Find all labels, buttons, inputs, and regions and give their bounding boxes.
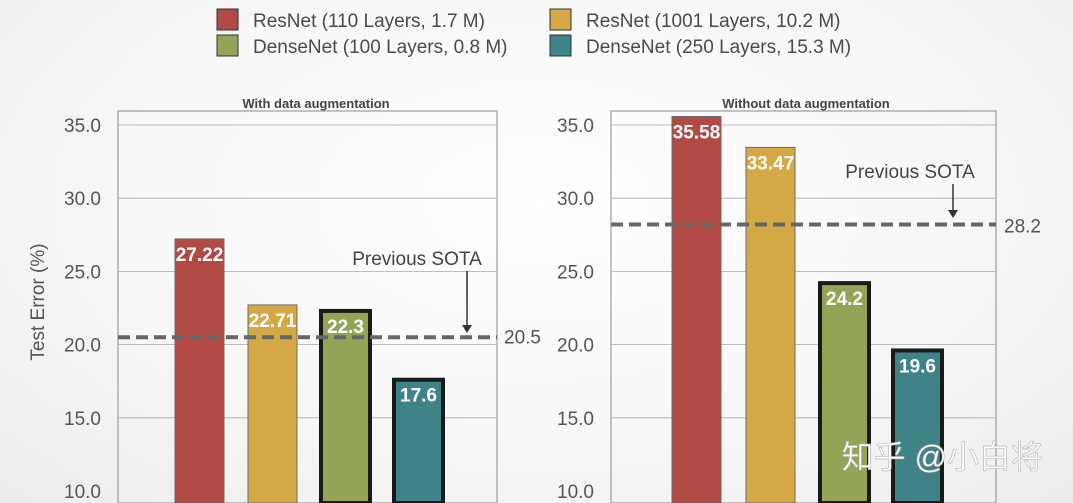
bar: [247, 304, 298, 503]
chart-title: With data augmentation: [242, 96, 389, 111]
y-tick-label: 30.0: [64, 189, 101, 210]
legend-swatch: [549, 8, 572, 31]
y-axis-label: Test Error (%): [28, 243, 49, 360]
legend-label: DenseNet (250 Layers, 15.3 M): [586, 37, 851, 58]
bar: [745, 146, 796, 503]
legend-label: DenseNet (100 Layers, 0.8 M): [253, 37, 508, 58]
y-tick-label: 20.0: [557, 336, 594, 357]
y-tick-label: 30.0: [557, 189, 594, 210]
bar-value-label: 24.2: [826, 289, 863, 310]
y-tick-label: 35.0: [64, 116, 101, 137]
sota-value-label: 28.2: [1004, 217, 1041, 238]
legend-swatch: [216, 8, 239, 31]
legend-item: ResNet (1001 Layers, 10.2 M): [549, 8, 841, 32]
bar: [671, 116, 722, 503]
bar-value-label: 33.47: [747, 153, 795, 174]
y-tick-label: 25.0: [557, 262, 594, 283]
y-tick-label: 15.0: [557, 409, 594, 430]
bar: [319, 308, 372, 503]
legend-label: ResNet (1001 Layers, 10.2 M): [586, 11, 841, 32]
legend-swatch: [549, 34, 572, 57]
sota-annotation: Previous SOTA: [845, 162, 975, 183]
bar: [174, 238, 225, 503]
y-tick-label: 10.0: [557, 482, 594, 503]
chart-title: Without data augmentation: [722, 96, 889, 111]
y-tick-label: 35.0: [557, 116, 594, 137]
chart-panel-1: 10.0 15.0 20.0 25.0 30.0 35.0 With data augmen…: [28, 96, 541, 503]
y-tick-label: 10.0: [64, 482, 101, 503]
legend-swatch: [216, 34, 239, 57]
y-tick-label: 15.0: [64, 409, 101, 430]
sota-arrow-head: [948, 210, 958, 218]
chart-panel-2: 10.0 15.0 20.0 25.0 30.0 35.0 Without data aug…: [557, 96, 1041, 503]
legend-item: ResNet (110 Layers, 1.7 M): [216, 8, 485, 32]
plot-frame: [117, 110, 498, 503]
watermark: 知乎 @小白将: [842, 439, 1043, 475]
plot-frame: [610, 110, 997, 503]
legend-item: DenseNet (100 Layers, 0.8 M): [216, 34, 508, 58]
bar: [891, 348, 944, 503]
sota-annotation: Previous SOTA: [352, 249, 482, 270]
bar-value-label: 22.3: [327, 317, 364, 338]
bar-value-label: 35.58: [673, 123, 721, 144]
legend-item: DenseNet (250 Layers, 15.3 M): [549, 34, 851, 58]
bar: [818, 281, 871, 503]
sota-value-label: 20.5: [504, 327, 541, 348]
bar-value-label: 19.6: [899, 356, 936, 377]
y-tick-label: 25.0: [64, 262, 101, 283]
bar-value-label: 22.71: [249, 311, 297, 332]
bar-value-label: 17.6: [400, 386, 437, 407]
sota-arrow-head: [462, 325, 472, 333]
legend-label: ResNet (110 Layers, 1.7 M): [253, 11, 485, 32]
bar-value-label: 27.22: [176, 245, 224, 266]
y-tick-label: 20.0: [64, 336, 101, 357]
